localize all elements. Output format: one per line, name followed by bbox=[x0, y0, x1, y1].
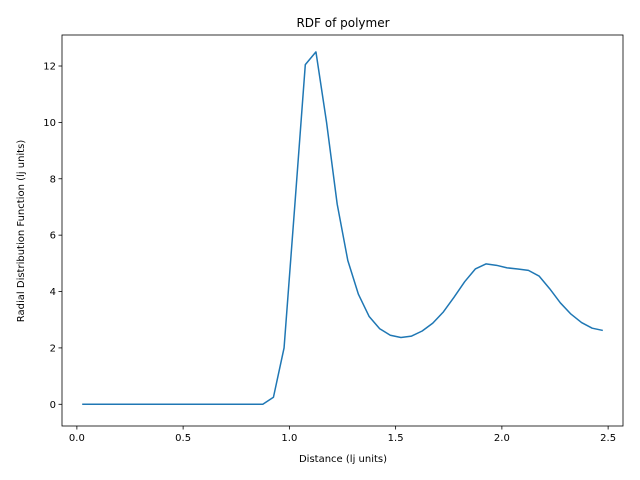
y-axis-label: Radial Distribution Function (lj units) bbox=[16, 140, 27, 323]
x-axis-ticks: 0.0 0.5 1.0 1.5 2.0 2.5 bbox=[69, 426, 616, 444]
x-tick-label: 0.0 bbox=[69, 433, 85, 444]
y-tick-label: 12 bbox=[43, 62, 56, 73]
plot-frame bbox=[61, 34, 624, 427]
x-tick-label: 1.5 bbox=[388, 433, 404, 444]
y-axis-ticks: 0 2 4 6 8 10 12 bbox=[43, 62, 62, 411]
x-tick-label: 2.0 bbox=[494, 433, 510, 444]
chart-title: RDF of polymer bbox=[296, 16, 389, 30]
y-tick-label: 10 bbox=[43, 118, 56, 129]
x-axis-label: Distance (lj units) bbox=[299, 454, 387, 465]
y-tick-label: 2 bbox=[50, 343, 56, 354]
series-layer bbox=[82, 51, 603, 406]
rdf-series-line bbox=[82, 51, 603, 406]
x-tick-label: 1.0 bbox=[281, 433, 297, 444]
y-tick-label: 6 bbox=[50, 231, 56, 242]
x-tick-label: 0.5 bbox=[175, 433, 191, 444]
y-tick-label: 8 bbox=[50, 174, 56, 185]
x-tick-label: 2.5 bbox=[600, 433, 616, 444]
y-tick-label: 0 bbox=[50, 400, 56, 411]
y-tick-label: 4 bbox=[50, 287, 56, 298]
